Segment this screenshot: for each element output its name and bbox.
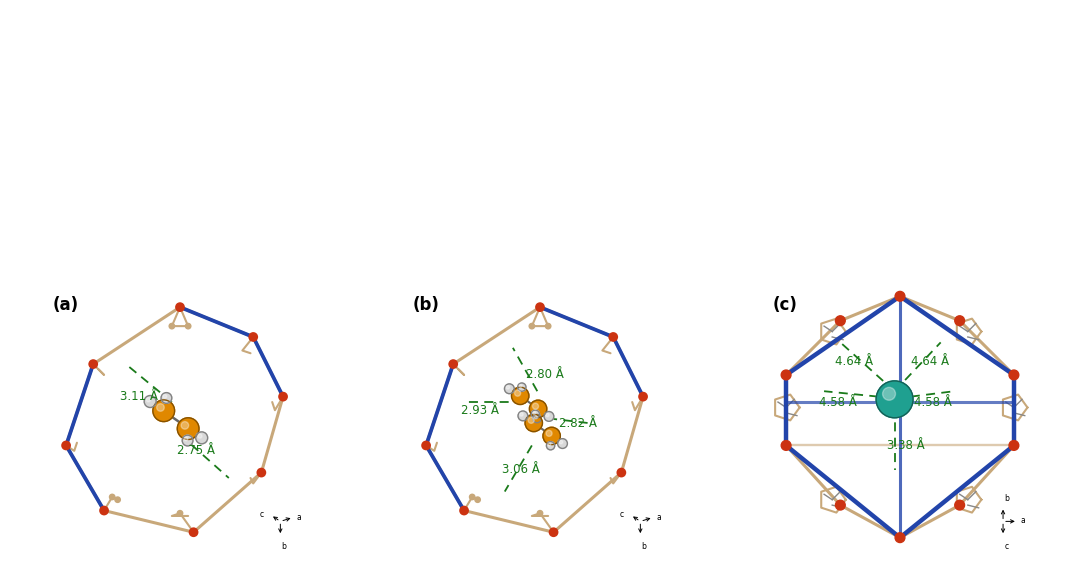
Circle shape bbox=[543, 427, 561, 445]
Circle shape bbox=[504, 384, 514, 394]
Text: a: a bbox=[1021, 515, 1026, 524]
Circle shape bbox=[545, 413, 550, 416]
Circle shape bbox=[256, 468, 267, 477]
Circle shape bbox=[519, 412, 523, 416]
Circle shape bbox=[183, 435, 193, 446]
Circle shape bbox=[518, 411, 528, 421]
Circle shape bbox=[175, 302, 185, 312]
Circle shape bbox=[548, 443, 551, 446]
Text: b: b bbox=[282, 542, 286, 551]
Circle shape bbox=[532, 415, 541, 423]
Circle shape bbox=[99, 506, 109, 515]
Circle shape bbox=[186, 323, 191, 329]
Circle shape bbox=[248, 332, 258, 342]
Circle shape bbox=[1009, 370, 1018, 380]
Text: 4.64 Å: 4.64 Å bbox=[835, 355, 873, 368]
Circle shape bbox=[836, 500, 846, 510]
Circle shape bbox=[638, 392, 648, 402]
Text: 2.93 Å: 2.93 Å bbox=[461, 403, 499, 417]
Circle shape bbox=[163, 394, 166, 398]
Circle shape bbox=[459, 506, 469, 515]
Circle shape bbox=[546, 442, 555, 450]
Circle shape bbox=[114, 497, 120, 502]
Circle shape bbox=[170, 323, 175, 329]
Text: b: b bbox=[1004, 494, 1010, 503]
Circle shape bbox=[519, 384, 522, 388]
Circle shape bbox=[608, 332, 618, 342]
Circle shape bbox=[955, 500, 964, 510]
Circle shape bbox=[545, 323, 551, 329]
Circle shape bbox=[89, 359, 98, 369]
Text: a: a bbox=[297, 513, 301, 522]
Circle shape bbox=[955, 316, 964, 325]
Text: (c): (c) bbox=[772, 296, 797, 314]
Text: 4.58 Å: 4.58 Å bbox=[819, 396, 856, 408]
Circle shape bbox=[448, 359, 458, 369]
Circle shape bbox=[557, 438, 567, 449]
Circle shape bbox=[279, 392, 288, 402]
Circle shape bbox=[146, 398, 150, 402]
Text: 3.06 Å: 3.06 Å bbox=[502, 463, 540, 476]
Circle shape bbox=[549, 527, 558, 537]
Circle shape bbox=[559, 440, 563, 444]
Circle shape bbox=[475, 497, 481, 502]
Circle shape bbox=[876, 381, 913, 418]
Circle shape bbox=[895, 533, 905, 542]
Circle shape bbox=[836, 316, 846, 325]
Circle shape bbox=[507, 385, 510, 389]
Text: 3.38 Å: 3.38 Å bbox=[887, 439, 924, 452]
Circle shape bbox=[544, 411, 554, 421]
Circle shape bbox=[537, 511, 543, 516]
Text: 3.11 Å: 3.11 Å bbox=[120, 390, 159, 403]
Circle shape bbox=[177, 511, 183, 516]
Circle shape bbox=[145, 396, 157, 407]
Text: a: a bbox=[657, 513, 661, 522]
Circle shape bbox=[532, 411, 536, 415]
Circle shape bbox=[189, 527, 199, 537]
Text: 4.64 Å: 4.64 Å bbox=[910, 355, 949, 368]
Text: 2.80 Å: 2.80 Å bbox=[526, 368, 565, 381]
Text: c: c bbox=[1004, 542, 1009, 551]
Circle shape bbox=[153, 400, 175, 421]
Circle shape bbox=[535, 302, 545, 312]
Circle shape bbox=[62, 441, 71, 450]
Circle shape bbox=[157, 403, 164, 411]
Circle shape bbox=[781, 441, 791, 450]
Text: (b): (b) bbox=[413, 296, 440, 314]
Circle shape bbox=[531, 410, 540, 419]
Circle shape bbox=[195, 432, 207, 444]
Circle shape bbox=[525, 414, 542, 432]
Circle shape bbox=[781, 370, 791, 380]
Text: c: c bbox=[260, 510, 265, 519]
Circle shape bbox=[184, 437, 188, 441]
Circle shape bbox=[198, 434, 202, 438]
Circle shape bbox=[470, 494, 475, 499]
Circle shape bbox=[535, 416, 537, 419]
Circle shape bbox=[895, 292, 905, 301]
Circle shape bbox=[517, 383, 526, 392]
Text: (a): (a) bbox=[53, 296, 79, 314]
Circle shape bbox=[177, 418, 199, 440]
Circle shape bbox=[528, 418, 535, 423]
Text: 4.58 Å: 4.58 Å bbox=[914, 396, 951, 408]
Circle shape bbox=[109, 494, 114, 499]
Text: 2.82 Å: 2.82 Å bbox=[559, 417, 597, 431]
Circle shape bbox=[514, 390, 521, 396]
Circle shape bbox=[529, 323, 535, 329]
Circle shape bbox=[421, 441, 431, 450]
Circle shape bbox=[546, 431, 552, 436]
Text: b: b bbox=[642, 542, 647, 551]
Circle shape bbox=[882, 388, 895, 400]
Circle shape bbox=[529, 400, 546, 418]
Circle shape bbox=[617, 468, 626, 477]
Text: c: c bbox=[620, 510, 624, 519]
Circle shape bbox=[181, 421, 189, 429]
Circle shape bbox=[512, 387, 529, 405]
Circle shape bbox=[1009, 441, 1018, 450]
Circle shape bbox=[161, 393, 172, 403]
Circle shape bbox=[532, 403, 539, 409]
Text: 2.75 Å: 2.75 Å bbox=[177, 444, 215, 458]
